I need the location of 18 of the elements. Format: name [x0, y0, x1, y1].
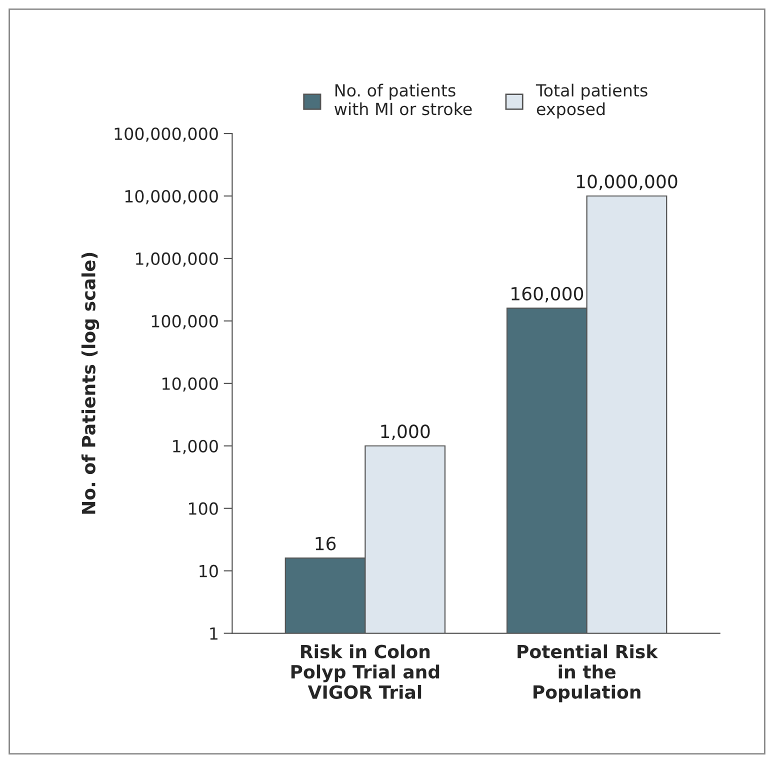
- y-tick-label: 10,000: [162, 377, 218, 392]
- y-tick-label: 100,000,000: [114, 127, 218, 142]
- y-tick-label: 1,000: [173, 440, 218, 454]
- data-label: 160,000: [512, 286, 584, 302]
- y-tick-label: 10,000,000: [125, 190, 218, 204]
- legend-label: No. of patients with MI or stroke: [334, 84, 472, 116]
- y-tick-label: 1: [210, 627, 218, 640]
- y-tick-label: 10: [200, 564, 218, 578]
- x-tick-label: Potential Risk in the Population: [518, 644, 658, 702]
- data-label: 16: [316, 536, 336, 550]
- legend-label: Total patients exposed: [536, 84, 648, 119]
- y-tick-label: 100: [189, 502, 218, 515]
- y-tick-label: 1,000,000: [136, 252, 218, 267]
- x-tick-label: Risk in Colon Polyp Trial and VIGOR Trial: [291, 644, 440, 699]
- y-axis-title: No. of Patients (log scale): [81, 252, 100, 514]
- data-label: 10,000,000: [577, 174, 678, 190]
- data-label: 1,000: [381, 424, 430, 440]
- y-tick-label: 100,000: [152, 314, 218, 330]
